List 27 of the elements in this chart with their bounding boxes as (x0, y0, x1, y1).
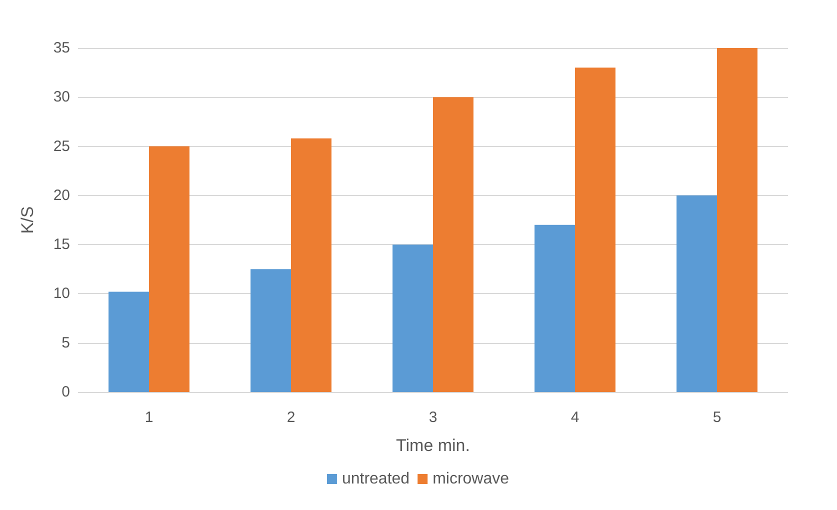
x-tick-label: 1 (144, 409, 154, 426)
bar (717, 48, 758, 392)
y-tick-label: 35 (53, 40, 70, 56)
bar (676, 195, 717, 392)
bar (534, 224, 575, 392)
y-axis-title: K/S (18, 206, 37, 234)
bar (575, 68, 616, 392)
x-tick-label: 5 (712, 409, 722, 426)
x-tick-label: 2 (286, 409, 296, 426)
x-axis-title: Time min. (396, 436, 470, 455)
y-tick-label: 30 (53, 88, 70, 106)
x-tick-label: 3 (428, 409, 438, 426)
bar (250, 269, 291, 392)
y-tick-label: 25 (53, 138, 70, 155)
y-tick-label: 10 (53, 285, 70, 302)
legend-label: untreated (342, 470, 410, 488)
y-tick-label: 20 (53, 186, 70, 204)
bar (392, 244, 433, 392)
y-tick-label: 0 (62, 384, 70, 400)
legend-label: microwave (432, 470, 510, 488)
bar (433, 97, 474, 392)
y-tick-label: 5 (62, 334, 70, 352)
bar (108, 292, 149, 392)
y-tick-label: 15 (53, 236, 70, 254)
x-tick-label: 4 (570, 409, 580, 426)
bar (291, 138, 332, 392)
bar (149, 146, 190, 392)
